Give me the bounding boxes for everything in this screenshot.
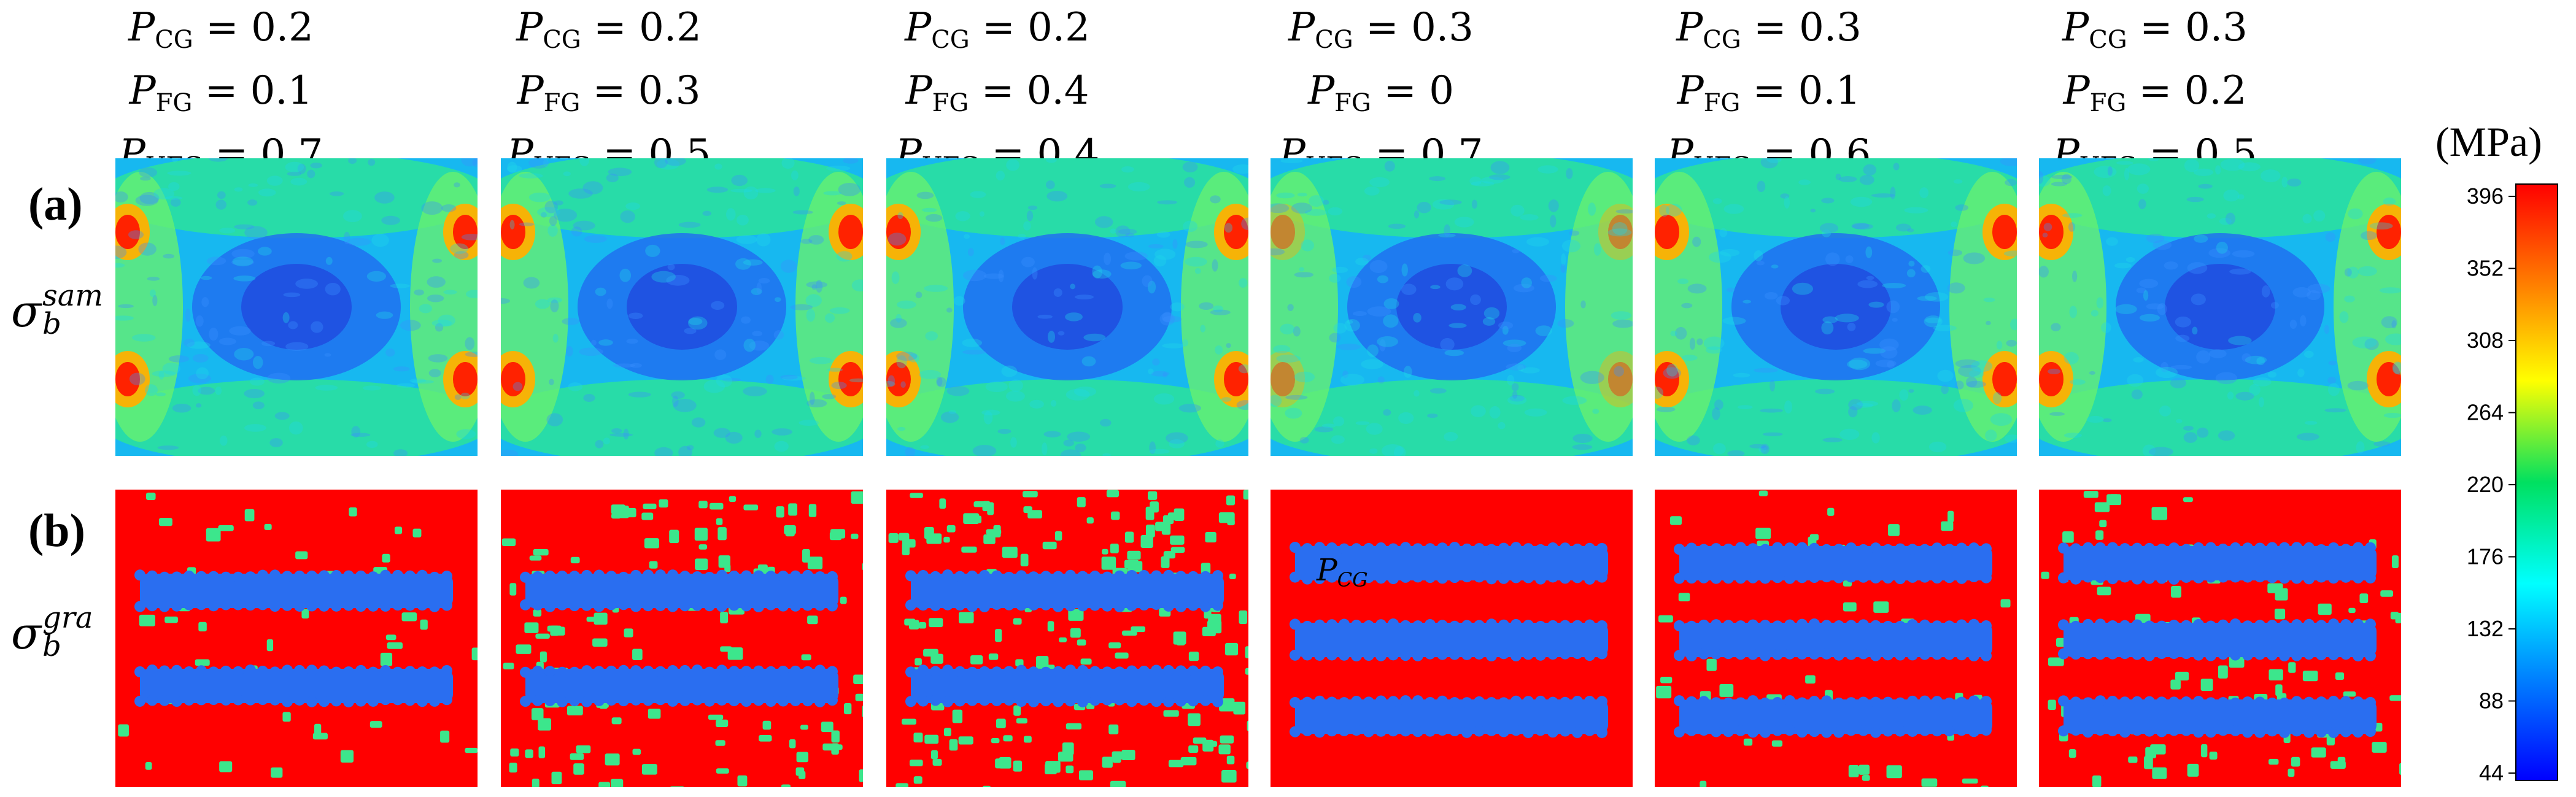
colorbar-tick-label: 308 (2467, 328, 2504, 353)
grain-map-2 (501, 490, 863, 787)
colorbar-tick-label: 220 (2467, 472, 2504, 497)
grain-map-5 (1655, 490, 2017, 787)
colorbar-tick-label: 396 (2467, 183, 2504, 209)
colorbar-tick-label: 176 (2467, 544, 2504, 569)
colorbar-tick-label: 132 (2467, 616, 2504, 641)
stress-map-5 (1655, 158, 2017, 456)
column-header-3: PCG = 0.2 PFG = 0.4 PUFG = 0.4 (895, 5, 1100, 180)
grain-map-3 (886, 490, 1248, 787)
colorbar-tick-label: 44 (2479, 760, 2504, 784)
colorbar-tick-label: 352 (2467, 256, 2504, 281)
colorbar: 396 352 308 264 220 176 132 88 44 (2430, 183, 2560, 785)
sigma-b-sam-label: σ sam b (11, 279, 103, 341)
colorbar-tick-label: 88 (2479, 688, 2504, 714)
grain-map-4-inset-label: PCG (1317, 552, 1368, 591)
colorbar-tick-label: 264 (2467, 400, 2504, 425)
stress-map-6 (2039, 158, 2401, 456)
grain-map-1 (115, 490, 478, 787)
grain-map-4 (1271, 490, 1633, 787)
sigma-b-gra-label: σ gra b (11, 601, 93, 663)
row-label-b: (b) (28, 505, 85, 556)
stress-map-2 (501, 158, 863, 456)
colorbar-gradient (2515, 183, 2558, 781)
grain-map-6 (2039, 490, 2401, 787)
stress-map-3 (886, 158, 1248, 456)
colorbar-unit: (MPa) (2435, 118, 2542, 165)
stress-map-4 (1271, 158, 1633, 456)
row-label-a: (a) (28, 179, 83, 230)
column-header-2: PCG = 0.2 PFG = 0.3 PUFG = 0.5 (506, 5, 711, 180)
stress-map-1 (115, 158, 478, 456)
